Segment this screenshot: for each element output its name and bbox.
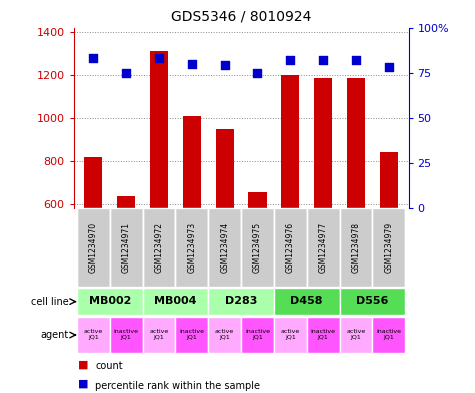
- Bar: [142, 317, 175, 353]
- Bar: [175, 317, 208, 353]
- Text: GSM1234975: GSM1234975: [253, 222, 262, 273]
- Text: count: count: [95, 362, 123, 371]
- Bar: [208, 288, 274, 315]
- Bar: [208, 317, 241, 353]
- Bar: [307, 208, 340, 287]
- Text: MB004: MB004: [154, 296, 197, 306]
- Bar: [274, 317, 307, 353]
- Text: GSM1234974: GSM1234974: [220, 222, 229, 273]
- Text: active
JQ1: active JQ1: [84, 329, 103, 340]
- Text: active
JQ1: active JQ1: [346, 329, 366, 340]
- Bar: [340, 317, 372, 353]
- Text: active
JQ1: active JQ1: [281, 329, 300, 340]
- Text: percentile rank within the sample: percentile rank within the sample: [95, 381, 260, 391]
- Bar: [281, 75, 299, 208]
- Bar: [347, 78, 365, 208]
- Bar: [307, 317, 340, 353]
- Point: [155, 55, 163, 61]
- Bar: [241, 317, 274, 353]
- Point: [188, 61, 196, 67]
- Point: [319, 57, 327, 63]
- Bar: [150, 51, 168, 208]
- Title: GDS5346 / 8010924: GDS5346 / 8010924: [171, 9, 311, 24]
- Text: inactive
JQ1: inactive JQ1: [245, 329, 270, 340]
- Bar: [142, 288, 208, 315]
- Bar: [208, 208, 241, 287]
- Bar: [314, 78, 332, 208]
- Text: GSM1234970: GSM1234970: [89, 222, 98, 273]
- Text: inactive
JQ1: inactive JQ1: [311, 329, 336, 340]
- Bar: [175, 208, 208, 287]
- Text: active
JQ1: active JQ1: [215, 329, 234, 340]
- Bar: [274, 208, 307, 287]
- Text: ■: ■: [78, 360, 89, 369]
- Bar: [340, 208, 372, 287]
- Text: GSM1234977: GSM1234977: [319, 222, 328, 273]
- Point: [254, 70, 261, 76]
- Bar: [117, 196, 135, 208]
- Text: active
JQ1: active JQ1: [149, 329, 169, 340]
- Bar: [110, 208, 142, 287]
- Bar: [380, 152, 398, 208]
- Bar: [248, 191, 266, 208]
- Text: cell line: cell line: [31, 297, 69, 307]
- Text: inactive
JQ1: inactive JQ1: [376, 329, 401, 340]
- Bar: [216, 129, 234, 208]
- Text: GSM1234978: GSM1234978: [352, 222, 361, 273]
- Point: [123, 70, 130, 76]
- Bar: [110, 317, 142, 353]
- Text: MB002: MB002: [88, 296, 131, 306]
- Point: [286, 57, 294, 63]
- Point: [221, 62, 228, 69]
- Text: GSM1234973: GSM1234973: [187, 222, 196, 273]
- Text: GSM1234979: GSM1234979: [384, 222, 393, 273]
- Point: [352, 57, 360, 63]
- Text: inactive
JQ1: inactive JQ1: [114, 329, 139, 340]
- Point: [385, 64, 393, 70]
- Bar: [274, 288, 340, 315]
- Bar: [84, 157, 102, 208]
- Text: agent: agent: [41, 330, 69, 340]
- Text: ■: ■: [78, 379, 89, 389]
- Bar: [142, 208, 175, 287]
- Bar: [372, 317, 405, 353]
- Bar: [372, 208, 405, 287]
- Bar: [77, 288, 142, 315]
- Text: D458: D458: [291, 296, 323, 306]
- Bar: [77, 208, 110, 287]
- Text: D283: D283: [225, 296, 257, 306]
- Text: GSM1234972: GSM1234972: [154, 222, 163, 273]
- Bar: [77, 317, 110, 353]
- Text: GSM1234976: GSM1234976: [286, 222, 295, 273]
- Bar: [183, 116, 201, 208]
- Point: [89, 55, 97, 61]
- Bar: [340, 288, 405, 315]
- Text: inactive
JQ1: inactive JQ1: [180, 329, 204, 340]
- Text: GSM1234971: GSM1234971: [122, 222, 131, 273]
- Bar: [241, 208, 274, 287]
- Text: D556: D556: [356, 296, 389, 306]
